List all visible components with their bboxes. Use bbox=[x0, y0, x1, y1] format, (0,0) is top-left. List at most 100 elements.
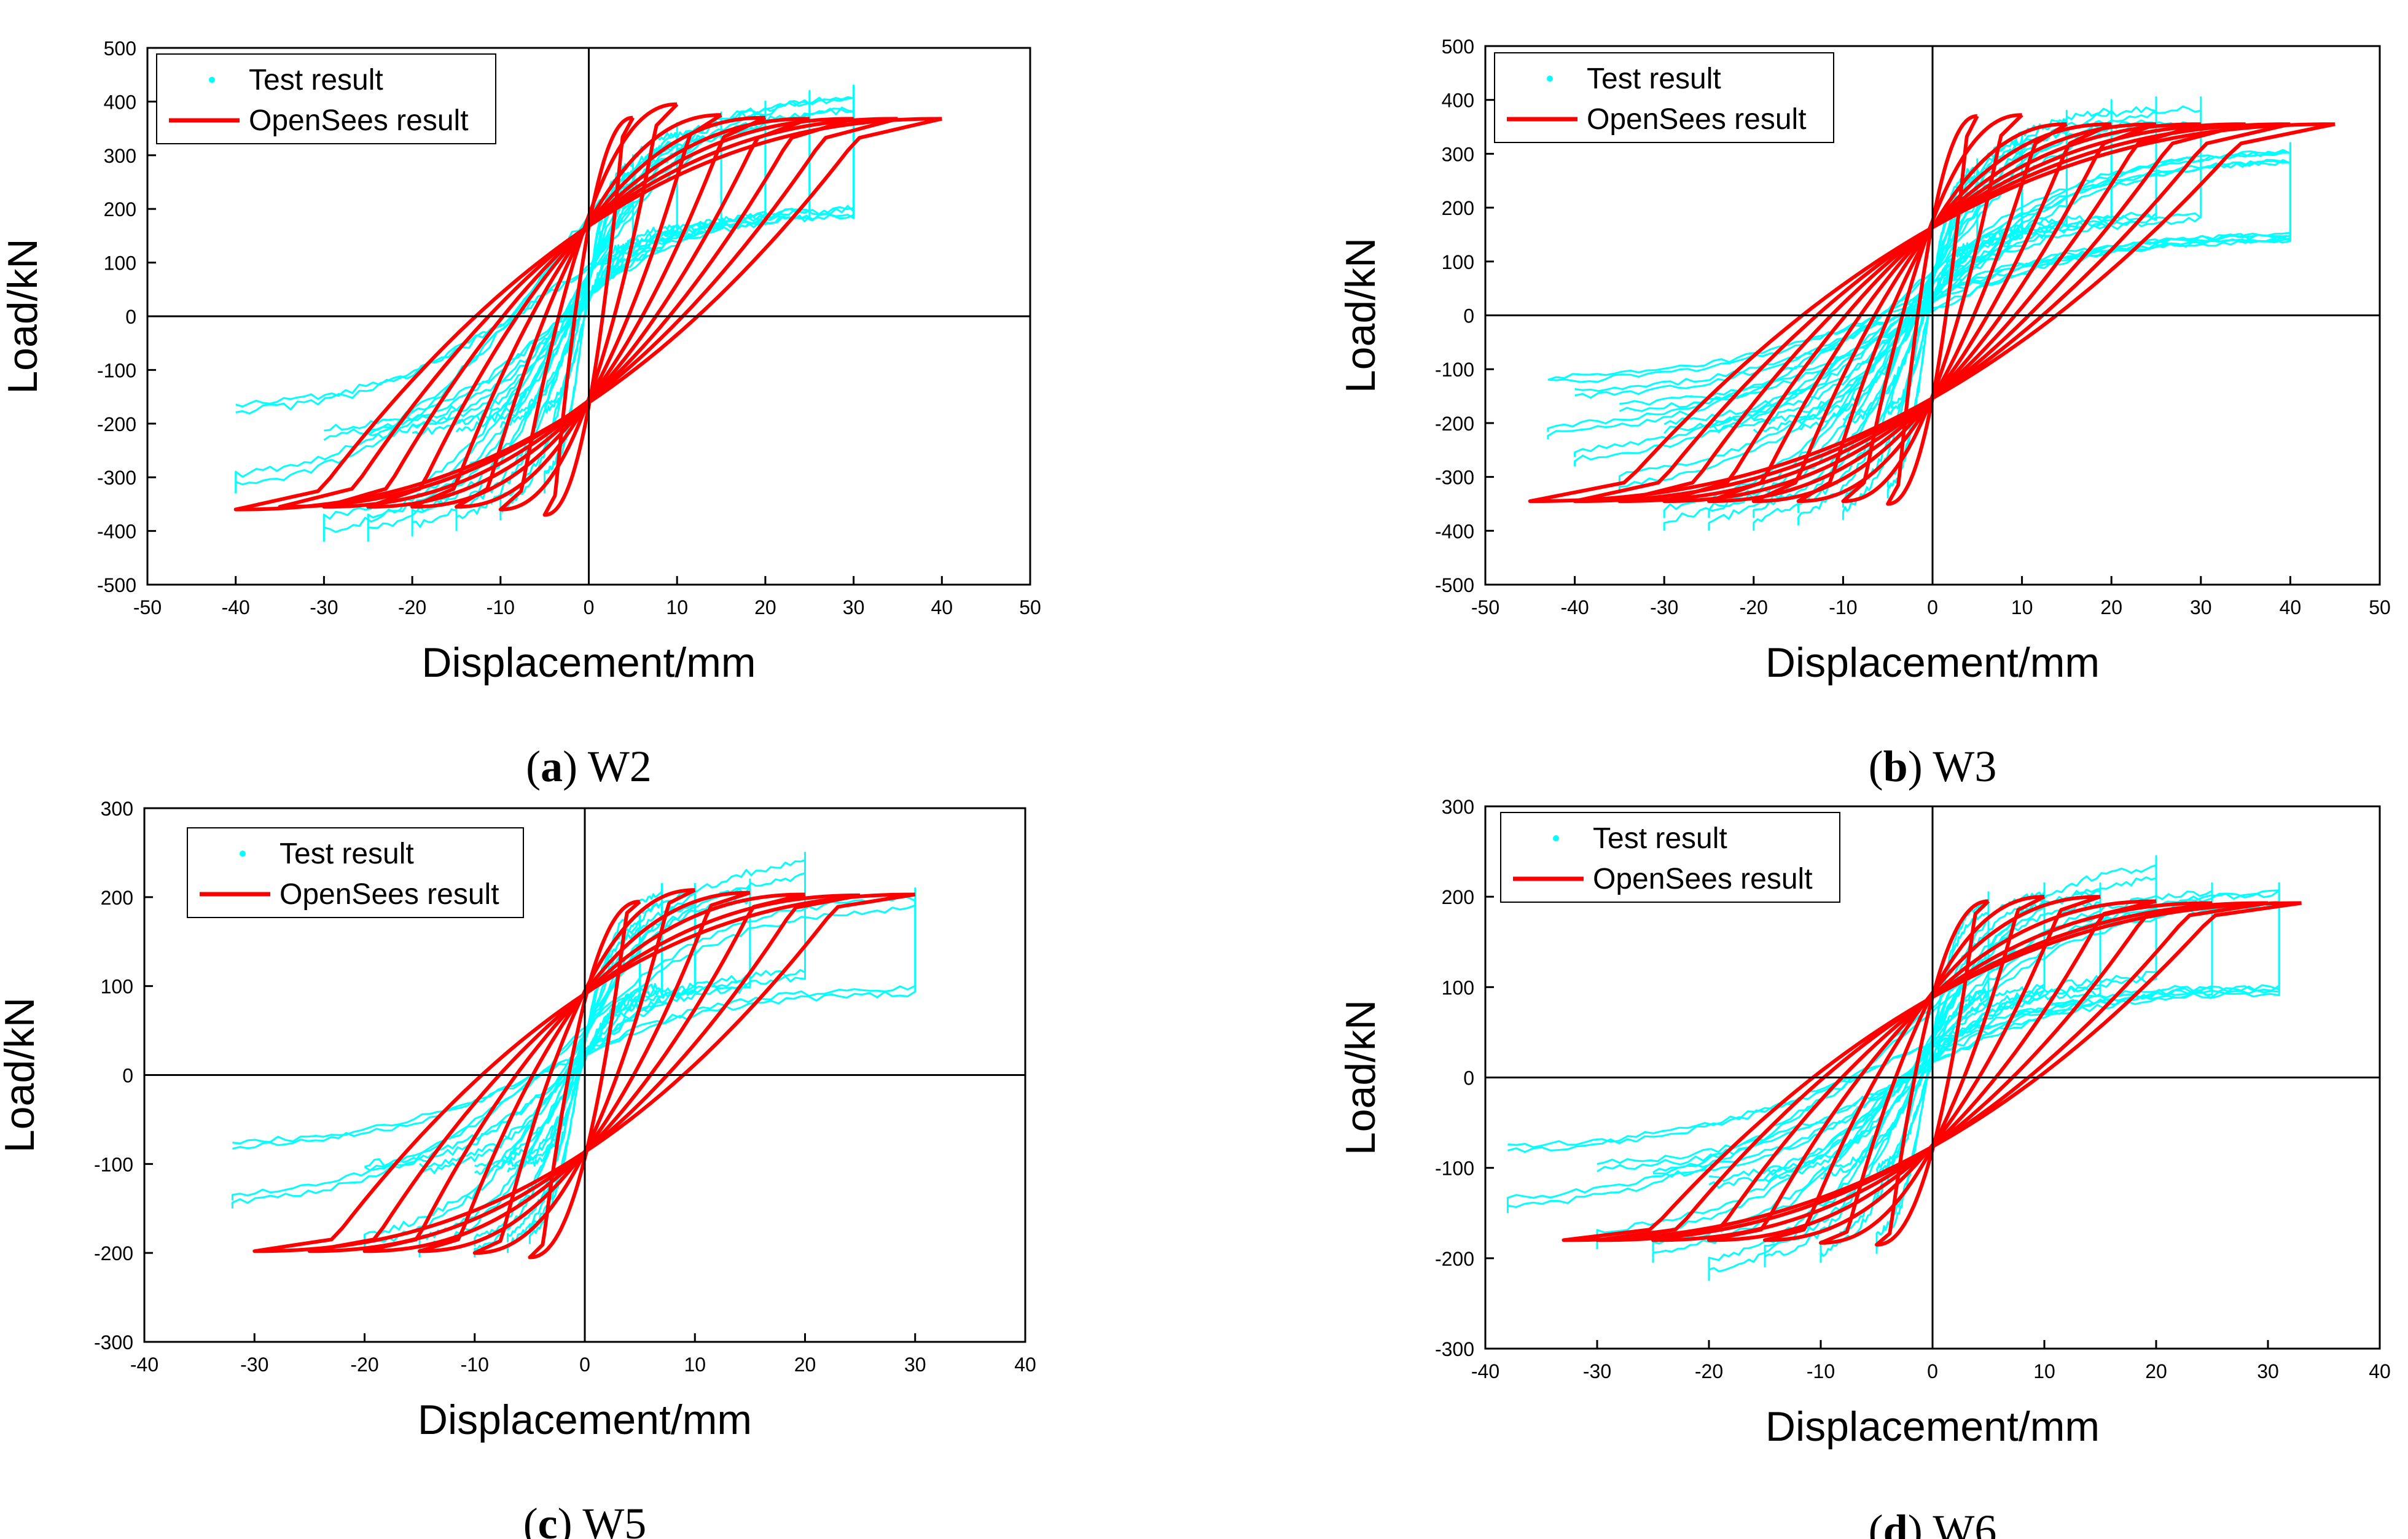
y-tick-label: 300 bbox=[101, 798, 133, 820]
legend-label-opensees-result: OpenSees result bbox=[1593, 863, 1813, 895]
chart-W6: -40 -30 -20 -10 0 10 20 30 40-300-200-1000100200… bbox=[1337, 796, 2391, 1539]
y-tick-label: 200 bbox=[104, 198, 136, 220]
opensees-result-loop bbox=[252, 892, 916, 1253]
y-tick-label: -300 bbox=[1435, 1338, 1474, 1360]
opensees-result-loop bbox=[1707, 899, 2157, 1242]
legend-marker-test-result bbox=[1553, 835, 1559, 841]
y-tick-label: -400 bbox=[1435, 520, 1474, 542]
plot-area bbox=[1528, 96, 2336, 531]
test-result-loop bbox=[1663, 109, 2202, 518]
legend: Test result OpenSees result bbox=[187, 827, 524, 918]
x-tick-label: 20 bbox=[794, 1354, 816, 1376]
x-tick-label: 30 bbox=[904, 1354, 926, 1376]
y-tick-label: 400 bbox=[1442, 90, 1474, 112]
y-tick-label: 200 bbox=[1442, 197, 1474, 219]
y-tick-label: -100 bbox=[1435, 1158, 1474, 1180]
y-tick-label: -100 bbox=[1435, 359, 1474, 381]
x-tick-label: -30 bbox=[1650, 596, 1678, 618]
test-result-loop bbox=[418, 890, 751, 1247]
chart-W3: -50 -40 -30 -20 -10 0 10 20 30 40 50-500-400-300-2… bbox=[1337, 36, 2391, 791]
y-tick-label: 0 bbox=[125, 306, 136, 328]
series-opensees-result bbox=[252, 888, 916, 1260]
caption-name: W6 bbox=[1933, 1506, 1996, 1539]
legend-box bbox=[156, 53, 496, 144]
opensees-result-loop bbox=[498, 102, 679, 512]
figure-caption: (a) W2 bbox=[526, 742, 652, 791]
x-tick-label: 20 bbox=[754, 596, 776, 618]
plot-area bbox=[233, 84, 942, 542]
y-tick-label: -200 bbox=[97, 413, 136, 435]
x-tick-label: -10 bbox=[1829, 596, 1857, 618]
x-tick-label: -20 bbox=[398, 596, 426, 618]
opensees-result-loop bbox=[1875, 899, 1990, 1247]
x-tick-label: -40 bbox=[222, 596, 250, 618]
legend-box bbox=[1500, 812, 1840, 903]
x-tick-label: 0 bbox=[1927, 1360, 1938, 1382]
legend-box bbox=[1494, 52, 1834, 143]
caption-letter: a bbox=[541, 742, 563, 791]
x-tick-label: 40 bbox=[2280, 596, 2302, 618]
x-tick-label: 30 bbox=[843, 596, 865, 618]
y-axis-label: Load/kN bbox=[1337, 1000, 1384, 1155]
legend-marker-test-result bbox=[1547, 76, 1553, 82]
caption-letter: c bbox=[538, 1499, 558, 1539]
x-tick-label: -40 bbox=[1560, 596, 1589, 618]
legend-label-test-result: Test result bbox=[280, 838, 414, 870]
legend: Test result OpenSees result bbox=[156, 53, 496, 144]
caption-letter: b bbox=[1883, 742, 1908, 791]
x-tick-label: 40 bbox=[2369, 1360, 2391, 1382]
x-tick-label: -10 bbox=[1807, 1360, 1835, 1382]
opensees-result-loop bbox=[1528, 122, 2336, 504]
opensees-result-loop bbox=[418, 890, 751, 1253]
y-tick-label: 200 bbox=[101, 887, 133, 909]
x-tick-label: 10 bbox=[2033, 1360, 2055, 1382]
figure-caption: (c) W5 bbox=[523, 1499, 647, 1539]
caption-letter: d bbox=[1883, 1506, 1908, 1539]
opensees-result-loop bbox=[472, 888, 696, 1255]
test-result-loop bbox=[1547, 152, 2291, 432]
legend-marker-test-result bbox=[240, 851, 246, 857]
x-tick-label: -40 bbox=[130, 1354, 158, 1376]
y-tick-label: 0 bbox=[1463, 1067, 1474, 1089]
opensees-result-loop bbox=[1562, 901, 2302, 1242]
y-tick-label: 0 bbox=[1463, 305, 1474, 327]
y-tick-label: -300 bbox=[94, 1331, 133, 1354]
x-tick-label: 0 bbox=[579, 1354, 590, 1376]
y-tick-label: -500 bbox=[97, 574, 136, 596]
test-result-loop bbox=[1547, 142, 2291, 440]
opensees-result-loop bbox=[1796, 122, 2068, 504]
y-axis-label: Load/kN bbox=[0, 238, 46, 394]
y-tick-label: -400 bbox=[97, 521, 136, 543]
test-result-loop bbox=[235, 98, 855, 483]
caption-paren-open: ( bbox=[523, 1499, 538, 1539]
y-tick-label: 300 bbox=[104, 145, 136, 167]
x-tick-label: 30 bbox=[2257, 1360, 2279, 1382]
legend-label-test-result: Test result bbox=[249, 64, 383, 96]
opensees-result-loop bbox=[528, 900, 641, 1260]
x-tick-label: 40 bbox=[931, 596, 953, 618]
opensees-result-loop bbox=[455, 113, 722, 509]
x-tick-label: 20 bbox=[2145, 1360, 2167, 1382]
y-tick-label: 500 bbox=[1442, 36, 1474, 58]
y-tick-label: 100 bbox=[1442, 976, 1474, 999]
legend-marker-test-result bbox=[209, 77, 215, 83]
legend: Test result OpenSees result bbox=[1494, 52, 1834, 143]
series-test-result bbox=[1547, 96, 2291, 531]
x-tick-label: 10 bbox=[2011, 596, 2033, 618]
opensees-result-loop bbox=[362, 892, 806, 1253]
opensees-result-loop bbox=[233, 117, 942, 512]
opensees-result-loop bbox=[1819, 895, 2046, 1245]
x-tick-label: 20 bbox=[2100, 596, 2122, 618]
x-tick-label: -30 bbox=[1583, 1360, 1611, 1382]
x-axis-label: Displacement/mm bbox=[1765, 639, 2100, 686]
series-opensees-result bbox=[1562, 895, 2302, 1247]
caption-paren-close: ) bbox=[558, 1499, 583, 1539]
y-tick-label: 100 bbox=[101, 976, 133, 998]
y-tick-label: 500 bbox=[104, 37, 136, 60]
y-tick-label: -200 bbox=[94, 1242, 133, 1264]
opensees-result-loop bbox=[366, 117, 810, 509]
y-tick-label: 300 bbox=[1442, 143, 1474, 165]
opensees-result-loop bbox=[1763, 895, 2101, 1242]
legend-label-test-result: Test result bbox=[1593, 822, 1727, 855]
